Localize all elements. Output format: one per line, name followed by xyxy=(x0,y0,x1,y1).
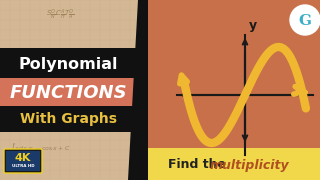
Polygon shape xyxy=(128,0,148,180)
Text: y: y xyxy=(249,19,257,32)
FancyBboxPatch shape xyxy=(148,0,320,180)
Text: G: G xyxy=(299,14,311,28)
Text: $S \frac{O}{N} C \frac{A}{H} T \frac{O}{A}$: $S \frac{O}{N} C \frac{A}{H} T \frac{O}{… xyxy=(46,8,74,22)
Circle shape xyxy=(290,5,320,35)
FancyBboxPatch shape xyxy=(0,106,148,132)
Text: ULTRA HD: ULTRA HD xyxy=(12,164,34,168)
FancyBboxPatch shape xyxy=(6,151,40,171)
FancyBboxPatch shape xyxy=(0,0,148,180)
FancyBboxPatch shape xyxy=(148,148,320,180)
Text: Polynomial: Polynomial xyxy=(18,57,118,73)
FancyBboxPatch shape xyxy=(4,149,42,173)
Text: With Graphs: With Graphs xyxy=(20,112,116,126)
Text: multiplicity: multiplicity xyxy=(210,159,290,172)
Text: $\int x dx = -\cos x + C$: $\int x dx = -\cos x + C$ xyxy=(10,142,70,154)
Text: Find the: Find the xyxy=(168,159,230,172)
Text: 4K: 4K xyxy=(15,153,31,163)
FancyBboxPatch shape xyxy=(0,48,148,78)
Text: FUNCTIONS: FUNCTIONS xyxy=(9,84,127,102)
FancyBboxPatch shape xyxy=(0,78,148,106)
